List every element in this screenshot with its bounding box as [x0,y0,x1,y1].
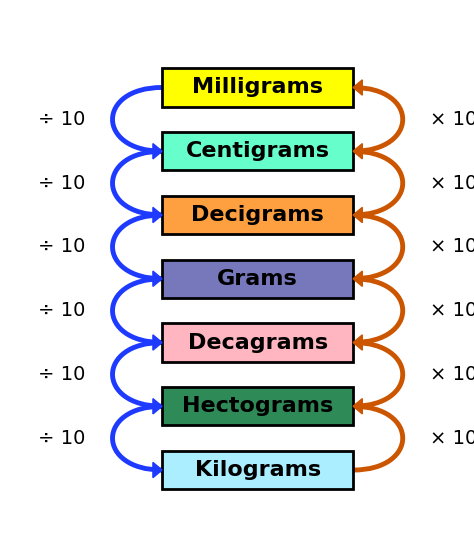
Polygon shape [153,463,162,477]
Polygon shape [153,335,162,350]
Text: Decigrams: Decigrams [191,205,324,225]
FancyBboxPatch shape [162,451,353,489]
FancyBboxPatch shape [162,68,353,107]
Text: × 10: × 10 [430,237,474,256]
Text: × 10: × 10 [430,110,474,129]
Text: ÷ 10: ÷ 10 [37,365,85,384]
Text: × 10: × 10 [430,301,474,320]
Text: ÷ 10: ÷ 10 [37,301,85,320]
Text: ÷ 10: ÷ 10 [37,237,85,256]
Polygon shape [153,144,162,159]
Text: Milligrams: Milligrams [192,77,323,98]
Text: ÷ 10: ÷ 10 [37,110,85,129]
FancyBboxPatch shape [162,259,353,298]
Polygon shape [353,399,362,414]
Polygon shape [353,271,362,286]
Text: Hectograms: Hectograms [182,396,333,416]
Text: Grams: Grams [217,269,298,289]
Text: ÷ 10: ÷ 10 [37,174,85,193]
Polygon shape [353,335,362,350]
Polygon shape [153,208,162,222]
Text: Kilograms: Kilograms [194,460,321,480]
Text: × 10: × 10 [430,429,474,448]
FancyBboxPatch shape [162,323,353,362]
FancyBboxPatch shape [162,387,353,426]
Text: Decagrams: Decagrams [188,332,328,353]
Polygon shape [353,144,362,159]
Polygon shape [353,208,362,222]
Text: × 10: × 10 [430,365,474,384]
Text: Centigrams: Centigrams [186,141,329,161]
FancyBboxPatch shape [162,196,353,234]
Text: ÷ 10: ÷ 10 [37,429,85,448]
Polygon shape [153,399,162,414]
FancyBboxPatch shape [162,132,353,171]
Polygon shape [353,80,362,95]
Text: × 10: × 10 [430,174,474,193]
Polygon shape [153,271,162,286]
